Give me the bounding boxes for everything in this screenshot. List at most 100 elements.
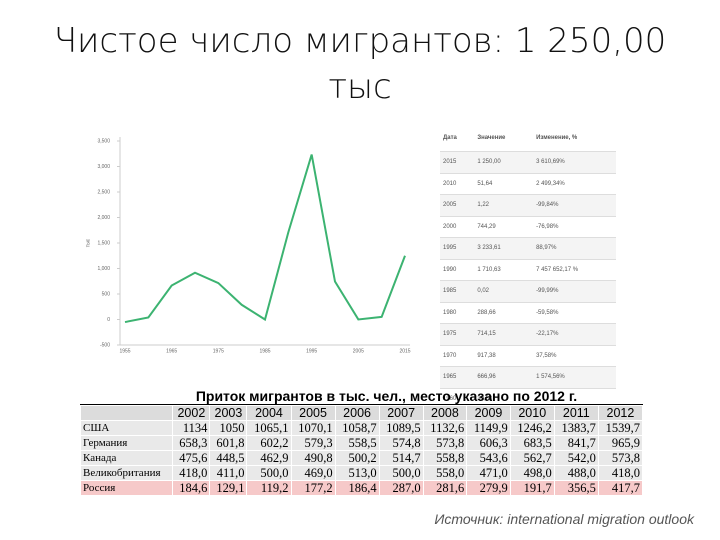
cell: 965,9 [597,435,644,451]
x-tick-label: 1995 [306,348,317,354]
cell: Россия [79,480,174,496]
row: США 1134 1050 1065,1 1070,1 1058,7 1089,5 1132,… [79,420,644,436]
y-tick-label: -500 [100,342,110,348]
cell: 418,0 [597,465,644,481]
row: Канада 475,6 448,5 462,9 490,8 500,2 514,7 558,… [79,450,644,466]
cell: 841,7 [553,435,599,451]
cell: 514,7 [378,450,424,466]
title: Чистое число мигрантов: 1 250,00 тыс [53,21,667,107]
cell: 411,0 [209,465,248,481]
cell: 119,2 [246,480,292,496]
y-axis-label: тыс [85,238,91,247]
cell: 2008 [422,405,468,421]
cell: 2 499,34% [533,173,616,195]
cell: Канада [79,450,174,466]
cell: 7 457 652,17 % [533,259,616,281]
cell: 579,3 [290,435,336,451]
row: 1965 666,96 1 574,56% [440,366,616,389]
cell: 2005 [440,194,475,217]
cell: 683,5 [509,435,555,451]
cell: 714,15 [474,323,534,346]
cell: 2007 [378,405,424,421]
cell: 574,8 [378,435,424,451]
cell: 2002 [172,405,211,421]
y-tick-label: 3,000 [97,164,110,170]
cell: 2006 [334,405,380,421]
x-tick-label: 1955 [119,348,130,354]
row: Дата Значение Изменение, % [440,125,616,152]
cell: 1246,2 [509,420,555,436]
row: 2005 1,22 -99,84% [440,194,616,217]
cell: 513,0 [334,465,380,481]
y-tick-label: 3,500 [97,138,110,144]
small-table: Дата Значение Изменение, % 2015 1 250,00 3 61… [440,125,616,410]
cell: 288,66 [474,302,534,324]
cell: 1 710,63 [474,259,534,281]
cell: 606,3 [466,435,511,451]
cell: 469,0 [290,465,336,481]
cell: 543,6 [466,450,511,466]
cell: 1149,9 [466,420,511,436]
cell: 490,8 [290,450,336,466]
row: 2010 51,64 2 499,34% [440,173,616,195]
cell: 1058,7 [334,420,380,436]
cell: 498,0 [509,465,555,481]
cell: 744,29 [474,216,534,238]
cell: 0,02 [474,280,534,303]
cell: 1985 [440,280,475,303]
cell: 2004 [246,405,292,421]
cell: 191,7 [509,480,555,496]
y-tick-label: 1,000 [97,266,110,272]
cell: 542,0 [553,450,599,466]
cell: 558,8 [422,450,468,466]
cell: 1,22 [474,194,534,217]
cell: -22,17% [533,323,616,346]
cell: 1 250,00 [474,151,534,174]
row: 2002 2003 2004 2005 2006 2007 2008 2009 2010 2011… [79,405,644,421]
cell: 573,8 [422,435,468,451]
migration-table: Приток мигрантов в тыс. чел., место указ… [79,388,644,496]
cell: 2005 [290,405,336,421]
cell: 475,6 [172,450,211,466]
x-tick-label: 1985 [259,348,270,354]
cell: 2003 [209,405,248,421]
row: Великобритания 418,0 411,0 500,0 469,0 513,0 5… [79,465,644,481]
cell: 602,2 [246,435,292,451]
cell: 3 233,61 [474,237,534,260]
cell: 129,1 [209,480,248,496]
cell: 500,0 [378,465,424,481]
cell: 2011 [553,405,599,421]
cell: Значение [474,125,534,152]
cell: 500,0 [246,465,292,481]
cell: 500,2 [334,450,380,466]
corner [79,405,174,421]
y-tick-label: 500 [102,291,111,297]
cell: 177,2 [290,480,336,496]
cell: 1539,7 [597,420,644,436]
cell: 37,58% [533,345,616,367]
cell: 666,96 [474,366,534,389]
cell: 562,7 [509,450,555,466]
cell: Изменение, % [533,125,616,152]
cell: 1132,6 [422,420,468,436]
cell: 1089,5 [378,420,424,436]
row: 1995 3 233,61 88,97% [440,237,616,260]
row: 1985 0,02 -99,99% [440,280,616,303]
row: 1975 714,15 -22,17% [440,323,616,346]
cell: 51,64 [474,173,534,195]
cell: -59,58% [533,302,616,324]
y-tick-label: 2,000 [97,215,110,221]
cell: 1975 [440,323,475,346]
cell: 917,38 [474,345,534,367]
row: Россия 184,6 129,1 119,2 177,2 186,4 287,0 281,… [79,480,644,496]
cell: 1070,1 [290,420,336,436]
cell: 601,8 [209,435,248,451]
table-title: Приток мигрантов в тыс. чел., место указ… [80,388,643,405]
cell: 2015 [440,151,475,174]
cell: Германия [79,435,174,451]
x-tick-label: 1965 [166,348,177,354]
row: 1970 917,38 37,58% [440,345,616,367]
cell: 186,4 [334,480,380,496]
